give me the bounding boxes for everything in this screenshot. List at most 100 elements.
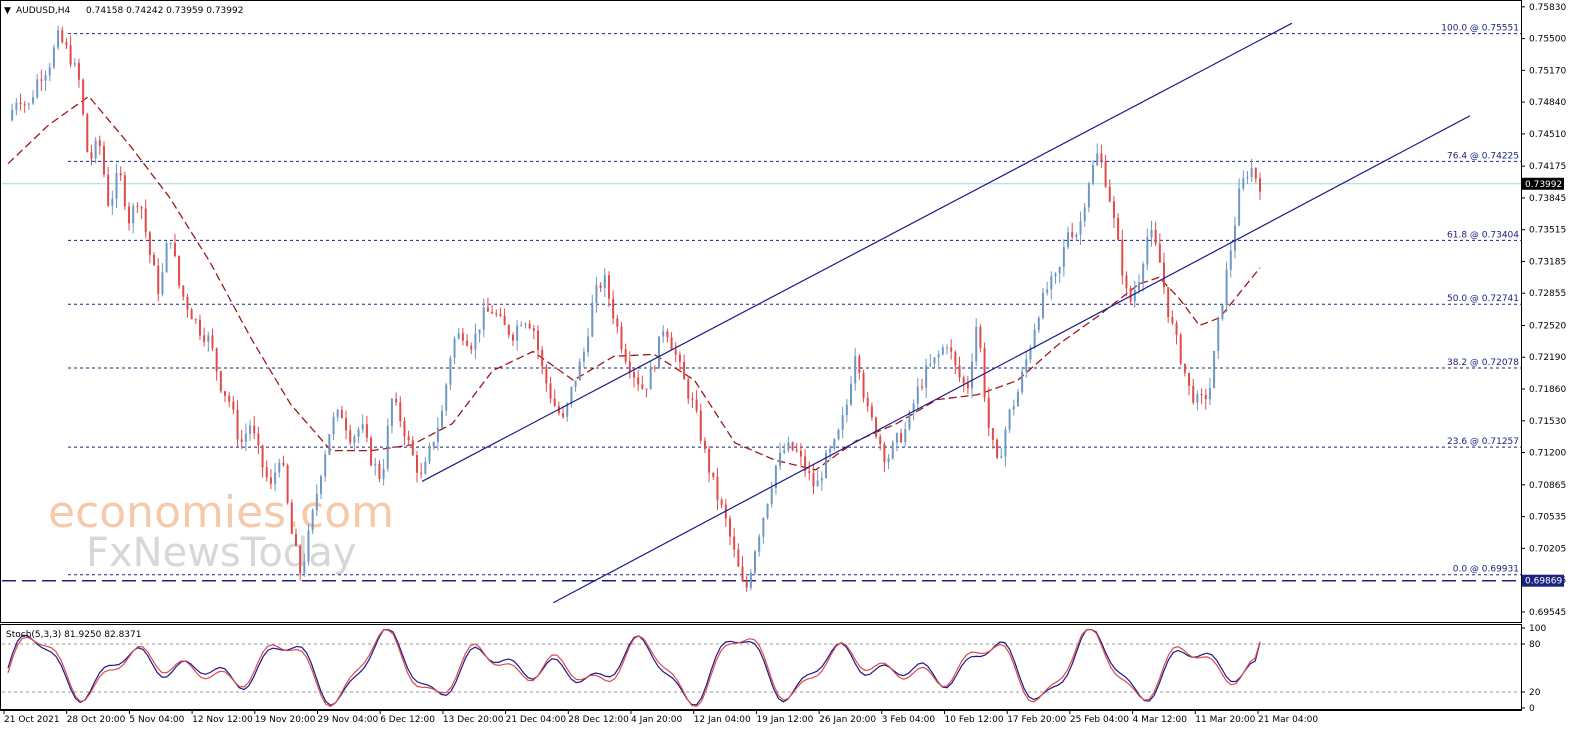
- candle[interactable]: [15, 98, 18, 116]
- candle[interactable]: [1192, 378, 1195, 405]
- candle[interactable]: [503, 308, 506, 326]
- candle[interactable]: [937, 350, 940, 367]
- candle[interactable]: [783, 443, 786, 455]
- candle[interactable]: [1129, 285, 1132, 304]
- candle[interactable]: [658, 336, 661, 369]
- candle[interactable]: [44, 70, 47, 91]
- candle[interactable]: [90, 144, 93, 166]
- candle[interactable]: [236, 400, 239, 447]
- candle[interactable]: [670, 332, 673, 350]
- candle[interactable]: [958, 356, 961, 382]
- candle[interactable]: [1083, 202, 1086, 227]
- candle[interactable]: [537, 325, 540, 360]
- candle[interactable]: [1221, 304, 1224, 321]
- candle[interactable]: [1242, 170, 1245, 191]
- candle[interactable]: [1075, 232, 1078, 241]
- candle[interactable]: [1142, 261, 1145, 292]
- candle[interactable]: [1079, 211, 1082, 245]
- candle[interactable]: [332, 412, 335, 441]
- candle[interactable]: [820, 471, 823, 491]
- channel-upper-line[interactable]: [421, 22, 1293, 482]
- candle[interactable]: [1033, 323, 1036, 349]
- candle[interactable]: [395, 392, 398, 406]
- candle[interactable]: [98, 135, 101, 155]
- candle[interactable]: [244, 423, 247, 452]
- candle[interactable]: [728, 515, 731, 546]
- candle[interactable]: [833, 438, 836, 451]
- candle[interactable]: [232, 396, 235, 415]
- candle[interactable]: [804, 449, 807, 478]
- candle[interactable]: [641, 375, 644, 390]
- candle[interactable]: [1037, 315, 1040, 333]
- candle[interactable]: [879, 433, 882, 451]
- candle[interactable]: [328, 434, 331, 456]
- candle[interactable]: [795, 443, 798, 453]
- candle[interactable]: [224, 390, 227, 403]
- candle[interactable]: [115, 163, 118, 208]
- candle[interactable]: [749, 569, 752, 591]
- candle[interactable]: [774, 464, 777, 495]
- candle[interactable]: [733, 527, 736, 558]
- candle[interactable]: [340, 405, 343, 419]
- candle[interactable]: [674, 342, 677, 363]
- candle[interactable]: [198, 314, 201, 340]
- candle[interactable]: [703, 437, 706, 454]
- candle[interactable]: [691, 392, 694, 408]
- candle[interactable]: [1246, 170, 1249, 184]
- candle[interactable]: [65, 38, 68, 50]
- candle[interactable]: [57, 25, 60, 51]
- candle[interactable]: [111, 190, 114, 215]
- candle[interactable]: [841, 406, 844, 439]
- candle[interactable]: [1117, 213, 1120, 241]
- candle[interactable]: [1104, 155, 1107, 189]
- candle[interactable]: [553, 389, 556, 408]
- candle[interactable]: [399, 396, 402, 428]
- candle[interactable]: [445, 382, 448, 416]
- candle[interactable]: [1208, 378, 1211, 406]
- candle[interactable]: [336, 408, 339, 422]
- candle[interactable]: [1062, 239, 1065, 277]
- candle[interactable]: [962, 375, 965, 393]
- candle[interactable]: [1008, 408, 1011, 433]
- candle[interactable]: [1016, 389, 1019, 407]
- candle[interactable]: [1217, 316, 1220, 359]
- candle[interactable]: [315, 484, 318, 517]
- candle[interactable]: [1233, 216, 1236, 259]
- candle[interactable]: [1050, 271, 1053, 300]
- candle[interactable]: [1163, 252, 1166, 295]
- candle[interactable]: [77, 58, 80, 88]
- candle[interactable]: [407, 430, 410, 446]
- candle[interactable]: [612, 290, 615, 325]
- candle[interactable]: [482, 298, 485, 338]
- candle[interactable]: [1188, 372, 1191, 396]
- candle[interactable]: [1029, 344, 1032, 364]
- candle[interactable]: [436, 417, 439, 451]
- candle[interactable]: [637, 369, 640, 392]
- candle[interactable]: [1175, 320, 1178, 345]
- candle[interactable]: [73, 58, 76, 68]
- candle[interactable]: [791, 441, 794, 452]
- candle[interactable]: [428, 442, 431, 465]
- candle[interactable]: [107, 166, 110, 208]
- candle[interactable]: [257, 426, 260, 455]
- candle[interactable]: [1225, 261, 1228, 313]
- candle[interactable]: [1183, 363, 1186, 377]
- candle[interactable]: [687, 375, 690, 404]
- candle[interactable]: [549, 376, 552, 404]
- candle[interactable]: [695, 390, 698, 414]
- candle[interactable]: [169, 242, 172, 249]
- candle[interactable]: [144, 199, 147, 239]
- channel-lower-line[interactable]: [552, 115, 1471, 604]
- candle[interactable]: [119, 166, 122, 182]
- candle[interactable]: [386, 418, 389, 472]
- candle[interactable]: [203, 327, 206, 347]
- candle[interactable]: [148, 230, 151, 264]
- candle[interactable]: [720, 497, 723, 509]
- candle[interactable]: [1125, 271, 1128, 297]
- candle[interactable]: [1229, 241, 1232, 278]
- candle[interactable]: [390, 397, 393, 434]
- candle[interactable]: [946, 344, 948, 355]
- candle[interactable]: [1158, 233, 1161, 263]
- candle[interactable]: [128, 202, 131, 231]
- candle[interactable]: [265, 460, 268, 482]
